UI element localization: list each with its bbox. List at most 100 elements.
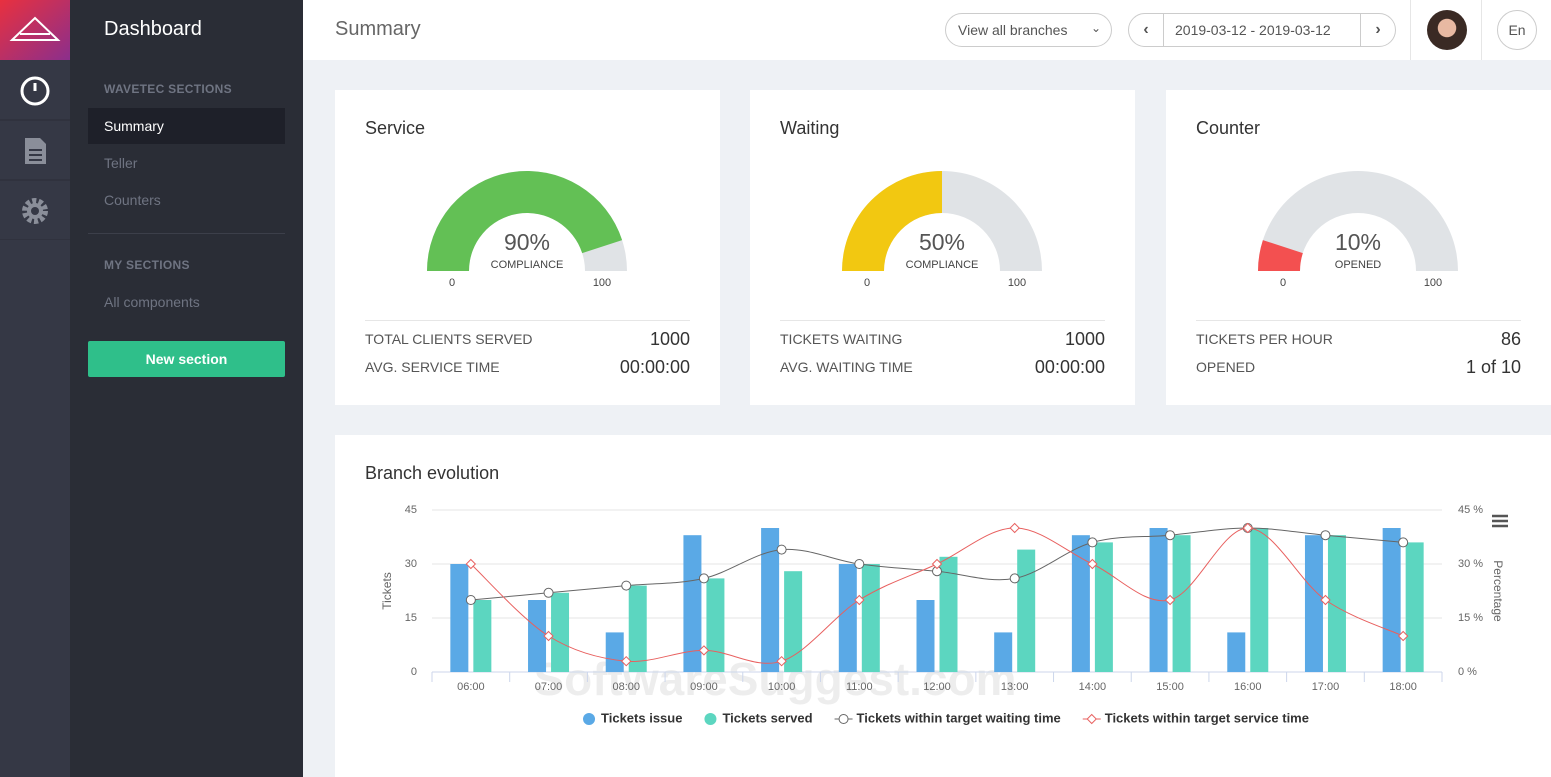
marker xyxy=(543,630,554,642)
gauge-min: 0 xyxy=(1280,277,1286,289)
legend-item[interactable]: Tickets issue xyxy=(583,710,682,725)
chart-menu[interactable] xyxy=(1492,514,1508,528)
card-title: Service xyxy=(365,118,426,138)
x-tick-label: 08:00 xyxy=(612,681,640,693)
gauge-min: 0 xyxy=(864,277,870,289)
divider xyxy=(1196,320,1521,321)
bar xyxy=(1017,549,1036,672)
settings-icon[interactable] xyxy=(22,198,48,224)
stat-value: 86 xyxy=(1500,329,1521,349)
x-tick-label: 16:00 xyxy=(1234,681,1262,693)
gauge-value xyxy=(1258,240,1303,271)
legend-label: Tickets issue xyxy=(601,710,682,725)
stat-value: 1000 xyxy=(1064,329,1105,349)
marker xyxy=(698,573,709,584)
y2-tick-label: 15 % xyxy=(1458,612,1483,624)
divider xyxy=(88,233,285,234)
gauge-caption: OPENED xyxy=(1335,259,1382,271)
summary-card: Service TOTAL CLIENTS SERVED 1000 AVG. SERV… xyxy=(335,90,720,405)
legend-item[interactable]: Tickets within target service time xyxy=(1082,710,1309,725)
section-heading: MY SECTIONS xyxy=(104,258,190,272)
nav-item[interactable]: Teller xyxy=(104,155,138,171)
y-tick-label: 15 xyxy=(405,612,417,624)
x-tick-label: 06:00 xyxy=(457,681,485,693)
logo-mark xyxy=(9,16,61,41)
page-title: Summary xyxy=(335,18,421,40)
marker xyxy=(854,594,865,606)
marker xyxy=(1164,594,1176,606)
legend-label: Tickets within target waiting time xyxy=(857,710,1061,725)
branch-select-text: View all branches xyxy=(958,22,1068,38)
legend-item[interactable]: Tickets within target waiting time xyxy=(834,710,1061,725)
bar xyxy=(1071,535,1090,672)
x-tick-label: 09:00 xyxy=(690,681,718,693)
bar xyxy=(1382,528,1401,672)
date-range[interactable]: 2019-03-12 - 2019-03-12 xyxy=(1175,22,1331,38)
legend-label: Tickets served xyxy=(722,710,812,725)
y2-tick-label: 30 % xyxy=(1458,558,1483,570)
marker xyxy=(854,559,865,569)
x-tick-label: 11:00 xyxy=(846,681,873,693)
date-picker: ‹ 2019-03-12 - 2019-03-12 › xyxy=(1128,13,1396,47)
header: Summary View all branches ⌄ ‹ 2019-03-12… xyxy=(303,0,1551,60)
next-date[interactable]: › xyxy=(1360,14,1395,46)
marker xyxy=(465,595,476,605)
stat-label: OPENED xyxy=(1196,359,1256,375)
gauge-value xyxy=(426,170,623,271)
y-axis-title: Tickets xyxy=(380,572,394,610)
nav-item[interactable]: Counters xyxy=(104,192,161,208)
divider xyxy=(1481,0,1482,60)
divider xyxy=(1410,0,1411,60)
divider xyxy=(780,320,1105,321)
dashboard-icon[interactable] xyxy=(20,76,50,106)
x-tick-label: 17:00 xyxy=(1312,681,1340,693)
stat-value: 1000 xyxy=(649,329,690,349)
chevron: ⌄ xyxy=(1090,21,1101,35)
prev-date[interactable]: ‹ xyxy=(1129,14,1164,46)
card-title: Waiting xyxy=(780,118,840,138)
nav-item[interactable]: All components xyxy=(104,294,200,310)
marker xyxy=(698,645,710,656)
y-tick-label: 30 xyxy=(405,558,417,570)
marker xyxy=(1398,537,1409,548)
bar xyxy=(1405,542,1424,672)
gauge-max: 100 xyxy=(593,277,611,289)
card-title: Counter xyxy=(1196,118,1261,138)
bar xyxy=(706,578,725,672)
legend-item[interactable]: Tickets served xyxy=(704,710,813,725)
bar xyxy=(551,592,570,672)
marker xyxy=(1087,558,1098,570)
language[interactable]: En xyxy=(1497,10,1537,50)
x-tick-label: 15:00 xyxy=(1156,681,1184,693)
avatar[interactable] xyxy=(1427,10,1467,50)
section-heading: WAVETEC SECTIONS xyxy=(104,82,232,96)
legend-marker xyxy=(838,714,849,724)
bar xyxy=(528,600,547,672)
bar xyxy=(1227,632,1246,672)
bar xyxy=(1250,528,1269,672)
stat-value: 1 of 10 xyxy=(1465,357,1521,377)
logo[interactable] xyxy=(0,0,70,60)
stat-label: TICKETS WAITING xyxy=(780,331,903,347)
gauge-label: 90% xyxy=(504,229,550,255)
gauge-max: 100 xyxy=(1424,277,1442,289)
bar xyxy=(761,528,780,672)
legend-symbol xyxy=(704,713,717,725)
marker xyxy=(776,655,787,667)
new-section-button[interactable]: New section xyxy=(88,341,285,377)
y2-tick-label: 45 % xyxy=(1458,504,1483,516)
reports-icon[interactable] xyxy=(25,138,46,164)
bar xyxy=(605,632,624,672)
nav-item[interactable]: Summary xyxy=(104,118,164,134)
bar xyxy=(473,600,492,672)
x-tick-label: 18:00 xyxy=(1389,681,1417,693)
stat-value: 00:00:00 xyxy=(619,357,690,377)
gauge-min: 0 xyxy=(449,277,455,289)
active-item-bg xyxy=(88,108,285,144)
gauge-track xyxy=(1258,171,1458,271)
stat-label: TOTAL CLIENTS SERVED xyxy=(365,331,533,347)
bar xyxy=(450,564,469,672)
stat-label: AVG. SERVICE TIME xyxy=(365,359,500,375)
branch-select[interactable]: View all branches ⌄ xyxy=(945,13,1112,47)
